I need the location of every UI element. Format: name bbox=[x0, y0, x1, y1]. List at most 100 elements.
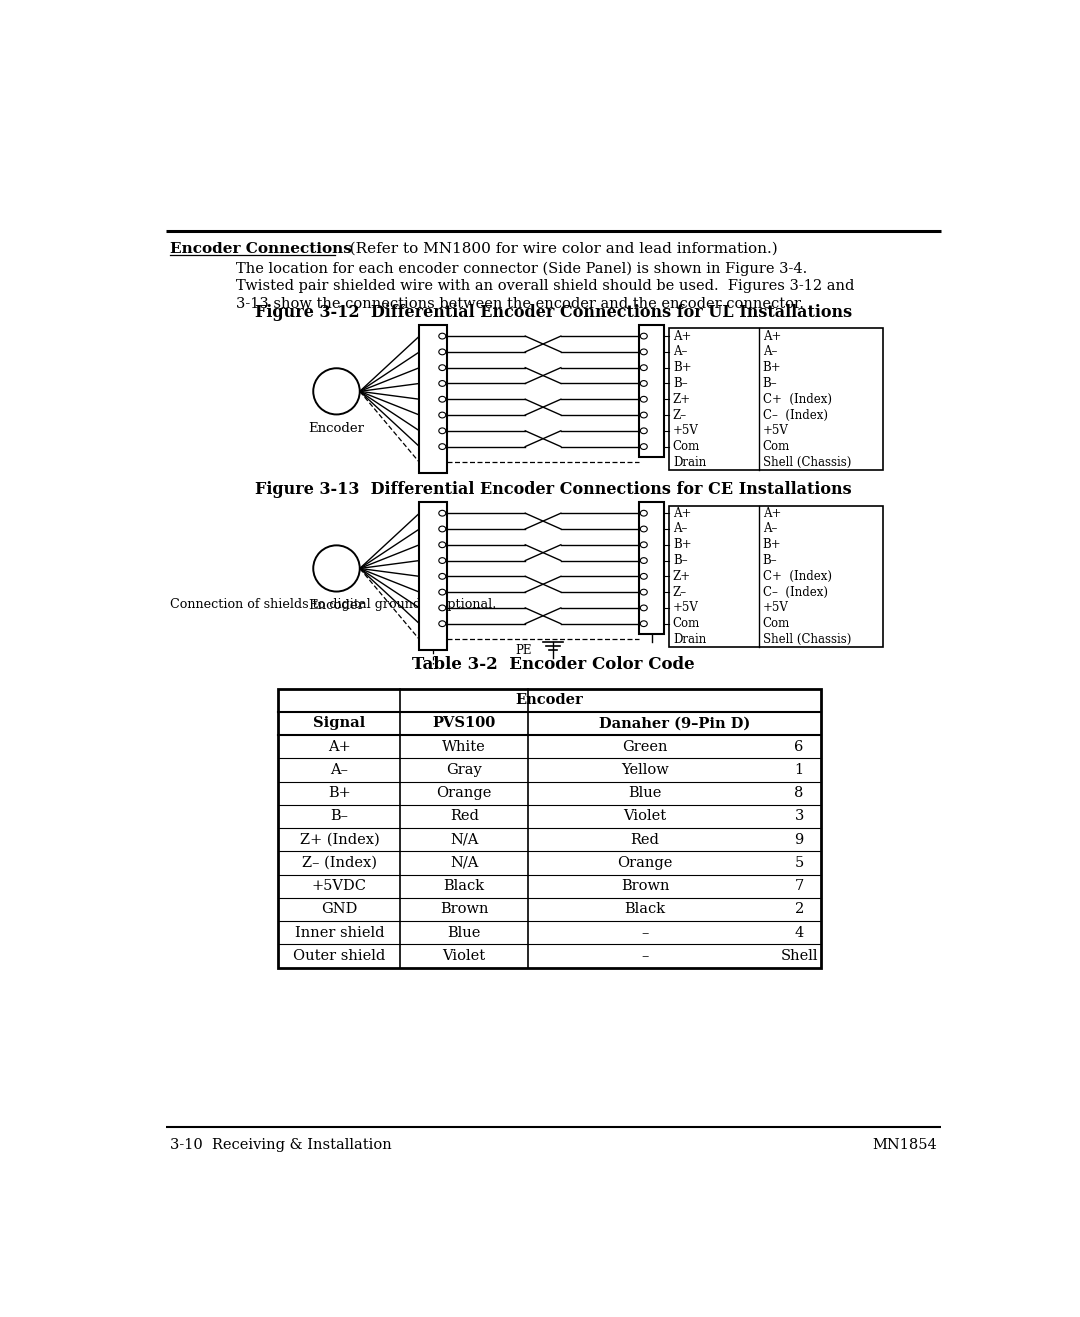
Text: Encoder: Encoder bbox=[309, 599, 365, 612]
Text: 6: 6 bbox=[795, 740, 804, 753]
Text: MN1854: MN1854 bbox=[873, 1138, 937, 1152]
Text: Figure 3-12  Differential Encoder Connections for UL Installations: Figure 3-12 Differential Encoder Connect… bbox=[255, 304, 852, 321]
Bar bbox=[638, 502, 664, 635]
Text: White: White bbox=[443, 740, 486, 753]
Text: Gray: Gray bbox=[446, 763, 482, 777]
Text: Red: Red bbox=[631, 832, 660, 847]
Text: Shell: Shell bbox=[781, 950, 818, 963]
Text: N/A: N/A bbox=[450, 856, 478, 871]
Text: Orange: Orange bbox=[618, 856, 673, 871]
Text: Yellow: Yellow bbox=[621, 763, 669, 777]
Text: Blue: Blue bbox=[447, 926, 481, 940]
Text: Com: Com bbox=[762, 440, 789, 453]
Text: Drain: Drain bbox=[673, 633, 706, 645]
Text: +5V: +5V bbox=[762, 424, 788, 437]
Text: B–: B– bbox=[330, 810, 349, 823]
Text: B–: B– bbox=[673, 554, 688, 568]
Text: 9: 9 bbox=[795, 832, 804, 847]
Text: Z–: Z– bbox=[673, 586, 687, 599]
Text: A–: A– bbox=[330, 763, 349, 777]
Text: A+: A+ bbox=[762, 329, 781, 342]
Text: –: – bbox=[642, 950, 649, 963]
Bar bbox=[279, 689, 821, 968]
Text: B–: B– bbox=[673, 377, 688, 390]
Text: Orange: Orange bbox=[436, 786, 491, 801]
Text: Red: Red bbox=[449, 810, 478, 823]
Bar bbox=[419, 502, 447, 651]
Text: Violet: Violet bbox=[623, 810, 666, 823]
Text: B+: B+ bbox=[673, 361, 691, 374]
Text: Encoder: Encoder bbox=[309, 423, 365, 435]
Text: B+: B+ bbox=[762, 539, 781, 552]
Text: Brown: Brown bbox=[621, 880, 670, 893]
Circle shape bbox=[313, 545, 360, 591]
Text: Drain: Drain bbox=[673, 456, 706, 469]
Text: Z– (Index): Z– (Index) bbox=[302, 856, 377, 871]
Text: Com: Com bbox=[673, 618, 700, 631]
Text: +5VDC: +5VDC bbox=[312, 880, 367, 893]
Text: Figure 3-13  Differential Encoder Connections for CE Installations: Figure 3-13 Differential Encoder Connect… bbox=[255, 481, 852, 498]
Text: A+: A+ bbox=[328, 740, 351, 753]
Text: Brown: Brown bbox=[440, 902, 488, 917]
Text: 1: 1 bbox=[795, 763, 804, 777]
Text: –: – bbox=[642, 926, 649, 940]
Text: Z+ (Index): Z+ (Index) bbox=[299, 832, 379, 847]
Text: 3: 3 bbox=[795, 810, 804, 823]
Text: Encoder: Encoder bbox=[516, 693, 583, 707]
Text: B+: B+ bbox=[328, 786, 351, 801]
Text: Black: Black bbox=[444, 880, 485, 893]
Text: The location for each encoder connector (Side Panel) is shown in Figure 3-4.: The location for each encoder connector … bbox=[235, 262, 807, 277]
Text: Com: Com bbox=[673, 440, 700, 453]
Text: Outer shield: Outer shield bbox=[294, 950, 386, 963]
Text: N/A: N/A bbox=[450, 832, 478, 847]
Text: Shell (Chassis): Shell (Chassis) bbox=[762, 456, 851, 469]
Text: B–: B– bbox=[762, 554, 778, 568]
Circle shape bbox=[313, 369, 360, 415]
Text: GND: GND bbox=[321, 902, 357, 917]
Text: B–: B– bbox=[762, 377, 778, 390]
Bar bbox=[419, 325, 447, 473]
Text: Black: Black bbox=[624, 902, 665, 917]
Text: A–: A– bbox=[673, 345, 687, 358]
Text: 2: 2 bbox=[795, 902, 804, 917]
Text: A–: A– bbox=[762, 345, 778, 358]
Text: Danaher (9–Pin D): Danaher (9–Pin D) bbox=[598, 716, 750, 731]
Text: Signal: Signal bbox=[313, 716, 365, 731]
Bar bbox=[669, 328, 882, 470]
Bar bbox=[669, 506, 882, 647]
Text: 7: 7 bbox=[795, 880, 804, 893]
Text: (Refer to MN1800 for wire color and lead information.): (Refer to MN1800 for wire color and lead… bbox=[335, 242, 778, 255]
Bar bbox=[638, 325, 664, 457]
Text: 5: 5 bbox=[795, 856, 804, 871]
Text: Com: Com bbox=[762, 618, 789, 631]
Text: Inner shield: Inner shield bbox=[295, 926, 384, 940]
Text: 3-10  Receiving & Installation: 3-10 Receiving & Installation bbox=[170, 1138, 392, 1152]
Text: A+: A+ bbox=[762, 507, 781, 520]
Text: PE: PE bbox=[515, 644, 531, 657]
Text: A+: A+ bbox=[673, 329, 691, 342]
Text: C–  (Index): C– (Index) bbox=[762, 586, 827, 599]
Text: Violet: Violet bbox=[443, 950, 486, 963]
Text: A+: A+ bbox=[673, 507, 691, 520]
Text: +5V: +5V bbox=[673, 602, 699, 615]
Text: Green: Green bbox=[622, 740, 667, 753]
Text: C+  (Index): C+ (Index) bbox=[762, 570, 832, 583]
Text: Connection of shields to digital ground is optional.: Connection of shields to digital ground … bbox=[170, 598, 496, 611]
Text: C–  (Index): C– (Index) bbox=[762, 408, 827, 421]
Text: A–: A– bbox=[762, 523, 778, 536]
Text: Blue: Blue bbox=[629, 786, 662, 801]
Text: Z+: Z+ bbox=[673, 392, 691, 406]
Text: B+: B+ bbox=[673, 539, 691, 552]
Text: A–: A– bbox=[673, 523, 687, 536]
Text: Z+: Z+ bbox=[673, 570, 691, 583]
Text: C+  (Index): C+ (Index) bbox=[762, 392, 832, 406]
Text: Z–: Z– bbox=[673, 408, 687, 421]
Text: 8: 8 bbox=[795, 786, 804, 801]
Text: Table 3-2  Encoder Color Code: Table 3-2 Encoder Color Code bbox=[413, 656, 694, 673]
Text: Twisted pair shielded wire with an overall shield should be used.  Figures 3-12 : Twisted pair shielded wire with an overa… bbox=[235, 279, 854, 294]
Text: +5V: +5V bbox=[673, 424, 699, 437]
Text: PVS100: PVS100 bbox=[433, 716, 496, 731]
Text: +5V: +5V bbox=[762, 602, 788, 615]
Text: 3-13 show the connections between the encoder and the encoder connector.: 3-13 show the connections between the en… bbox=[235, 296, 804, 311]
Text: 4: 4 bbox=[795, 926, 804, 940]
